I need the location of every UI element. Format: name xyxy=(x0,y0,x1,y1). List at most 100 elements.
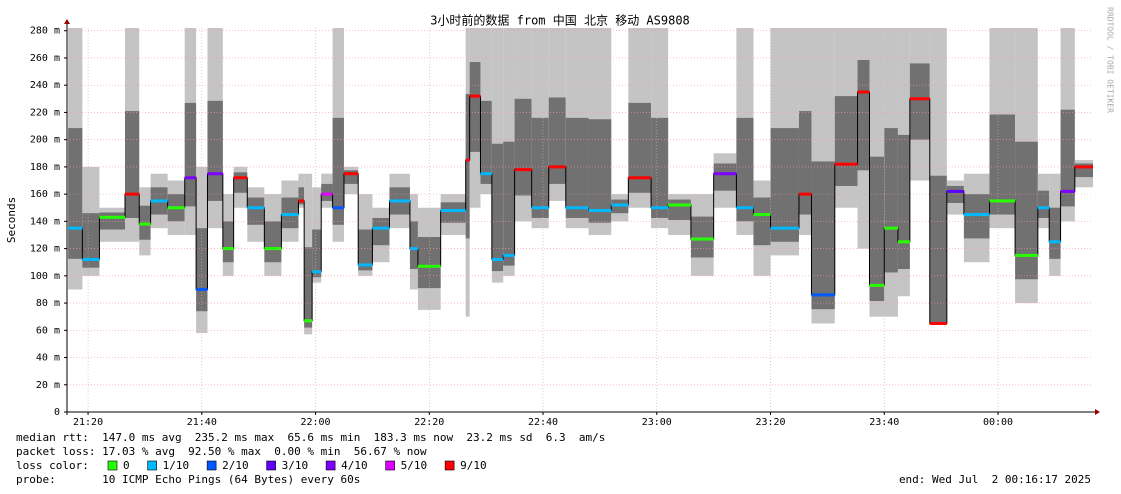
median-mark xyxy=(1049,240,1061,244)
median-mark xyxy=(389,199,410,203)
smoke-core xyxy=(770,128,799,242)
x-tick-label: 22:20 xyxy=(414,417,444,428)
y-tick-label: 100 m xyxy=(30,271,60,282)
x-tick-label: 23:00 xyxy=(642,417,672,428)
median-mark xyxy=(68,226,83,230)
y-tick-label: 200 m xyxy=(30,135,60,146)
legend-swatch xyxy=(325,460,336,471)
smoke-core xyxy=(857,60,870,171)
median-mark xyxy=(82,257,100,261)
median-mark xyxy=(548,165,566,169)
smoke-core xyxy=(811,161,835,310)
smoke-core xyxy=(884,128,898,273)
median-mark xyxy=(343,172,359,176)
median-mark xyxy=(909,97,930,101)
median-mark xyxy=(480,172,492,176)
median-mark xyxy=(869,283,885,287)
median-mark xyxy=(491,257,504,261)
smoke-core xyxy=(548,97,566,184)
smoke-core xyxy=(503,141,515,266)
x-tick-label: 22:40 xyxy=(528,417,558,428)
y-tick-label: 40 m xyxy=(36,353,60,364)
smoke-core xyxy=(588,119,612,223)
legend-swatch xyxy=(444,460,455,471)
y-tick-label: 220 m xyxy=(30,107,60,118)
legend-swatch xyxy=(107,460,118,471)
smoke-core xyxy=(184,102,197,207)
smoke-core xyxy=(222,221,234,263)
median-mark xyxy=(834,162,858,166)
median-mark xyxy=(531,206,549,210)
median-mark xyxy=(1037,206,1050,210)
median-mark xyxy=(139,222,151,226)
smoke-core xyxy=(304,247,313,328)
smoke-core xyxy=(869,156,885,302)
median-mark xyxy=(611,203,629,207)
y-axis-label: Seconds xyxy=(5,197,18,243)
median-mark xyxy=(184,176,197,180)
smoke-core xyxy=(321,183,333,201)
median-mark xyxy=(668,203,691,207)
median-mark xyxy=(884,226,898,230)
smoke-core xyxy=(358,229,373,271)
smoke-core xyxy=(99,212,126,230)
median-mark xyxy=(469,94,481,98)
median-mark xyxy=(247,206,265,210)
median-mark xyxy=(929,321,947,325)
legend-label: 0 xyxy=(123,459,130,472)
legend-label: 1/10 xyxy=(163,459,190,472)
smoke-core xyxy=(690,216,714,258)
y-tick-label: 160 m xyxy=(30,189,60,200)
median-mark xyxy=(770,226,799,230)
median-mark xyxy=(312,270,322,274)
smoke-core xyxy=(465,94,470,239)
median-mark xyxy=(222,247,234,251)
smoke-core xyxy=(1049,207,1061,259)
x-tick-label: 23:40 xyxy=(869,417,899,428)
y-tick-label: 80 m xyxy=(36,298,60,309)
smoke-core xyxy=(480,100,492,184)
legend-swatch xyxy=(147,460,157,471)
median-mark xyxy=(281,213,299,217)
median-mark xyxy=(946,189,964,193)
smoke-core xyxy=(713,163,737,191)
median-mark xyxy=(1015,253,1038,257)
smoke-core xyxy=(409,221,418,270)
y-axis-arrow xyxy=(64,19,70,24)
median-stats: median rtt: 147.0 ms avg 235.2 ms max 65… xyxy=(16,431,605,444)
y-tick-label: 240 m xyxy=(30,80,60,91)
smoke-core xyxy=(247,197,265,225)
smoke-core xyxy=(312,229,322,278)
legend-label: 9/10 xyxy=(460,459,487,472)
smoke-core xyxy=(798,111,812,215)
smoke-core xyxy=(736,117,754,222)
smoke-core xyxy=(469,62,481,152)
x-axis-arrow xyxy=(1095,409,1100,415)
smoke-core xyxy=(298,187,305,205)
x-tick-label: 23:20 xyxy=(755,417,785,428)
median-mark xyxy=(753,213,771,217)
smoke-core xyxy=(565,117,589,218)
legend-label: 2/10 xyxy=(222,459,249,472)
median-mark xyxy=(358,263,373,267)
median-mark xyxy=(99,215,126,219)
median-mark xyxy=(963,213,990,217)
smoke-core xyxy=(207,100,223,201)
end-time: end: Wed Jul 2 00:16:17 2025 xyxy=(899,473,1091,486)
x-tick-label: 21:20 xyxy=(73,417,103,428)
smoke-core xyxy=(233,172,248,193)
median-mark xyxy=(811,293,835,297)
x-tick-label: 21:40 xyxy=(187,417,217,428)
median-mark xyxy=(207,172,223,176)
median-mark xyxy=(651,206,669,210)
median-mark xyxy=(321,192,333,196)
smoke-core xyxy=(1015,141,1038,280)
smoke-core xyxy=(989,114,1016,215)
median-mark xyxy=(196,287,208,291)
median-mark xyxy=(588,208,612,212)
median-mark xyxy=(409,247,418,251)
legend-swatch xyxy=(206,460,217,471)
smoke-core xyxy=(753,197,771,246)
legend-swatch xyxy=(266,460,276,471)
